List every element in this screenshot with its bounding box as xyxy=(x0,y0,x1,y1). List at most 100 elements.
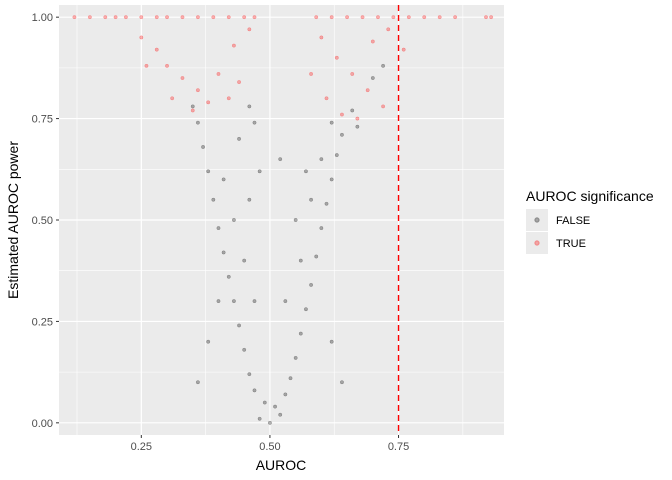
x-tick-label: 0.25 xyxy=(131,441,152,453)
y-axis-title: Estimated AUROC power xyxy=(5,141,21,299)
data-point xyxy=(340,132,344,137)
data-point xyxy=(180,15,185,20)
data-point xyxy=(252,388,257,393)
series-false xyxy=(190,63,386,425)
data-point xyxy=(195,15,200,20)
data-point xyxy=(226,15,231,20)
data-point xyxy=(237,80,242,85)
data-point xyxy=(139,35,144,40)
data-point xyxy=(206,100,211,105)
data-point xyxy=(319,35,324,40)
data-point xyxy=(195,380,200,385)
legend: AUROC significance FALSE TRUE xyxy=(526,188,654,254)
data-point xyxy=(237,323,242,328)
data-point xyxy=(293,355,298,360)
data-point xyxy=(324,96,329,101)
y-tick-label: 0.75 xyxy=(32,114,53,126)
data-point xyxy=(350,72,355,76)
data-point xyxy=(324,201,329,206)
data-point xyxy=(221,250,226,255)
data-point xyxy=(247,197,252,202)
data-point xyxy=(329,339,334,344)
data-point xyxy=(206,169,211,174)
data-point xyxy=(314,254,319,259)
data-point xyxy=(365,88,370,93)
data-point xyxy=(237,136,242,141)
data-point xyxy=(231,299,236,304)
data-point xyxy=(226,274,231,279)
data-point xyxy=(391,15,396,20)
data-point xyxy=(422,15,427,20)
data-point xyxy=(355,124,360,129)
data-point xyxy=(165,63,169,68)
data-point xyxy=(216,72,221,76)
data-point xyxy=(278,412,283,417)
data-point xyxy=(293,218,298,222)
data-point xyxy=(298,258,303,263)
data-point xyxy=(257,416,262,421)
data-point xyxy=(257,169,262,174)
data-point xyxy=(247,27,252,32)
data-point xyxy=(273,404,278,409)
data-point xyxy=(190,108,195,113)
data-point xyxy=(242,347,247,352)
data-point xyxy=(319,226,324,231)
data-point xyxy=(314,15,319,20)
data-point xyxy=(231,43,236,48)
data-point xyxy=(360,15,365,20)
data-point xyxy=(303,169,308,174)
legend-swatch-true xyxy=(534,240,540,246)
data-point xyxy=(381,63,386,68)
data-point xyxy=(144,63,149,68)
data-point xyxy=(370,39,375,44)
data-point xyxy=(113,15,118,20)
data-point xyxy=(355,116,360,121)
x-tick-label: 0.50 xyxy=(259,441,280,453)
data-point xyxy=(201,145,206,149)
data-point xyxy=(252,15,257,20)
data-point xyxy=(484,15,488,20)
data-point xyxy=(242,15,247,20)
data-point xyxy=(211,15,216,20)
data-point xyxy=(206,339,211,344)
data-point xyxy=(154,15,159,20)
data-point xyxy=(247,372,252,377)
data-point xyxy=(437,15,442,20)
data-point xyxy=(309,197,314,202)
data-point xyxy=(376,15,380,20)
data-point xyxy=(406,15,411,20)
data-point xyxy=(180,76,185,80)
data-point xyxy=(195,88,200,93)
data-point xyxy=(247,104,252,109)
data-point xyxy=(334,153,339,158)
data-points xyxy=(72,15,494,425)
data-point xyxy=(489,15,494,20)
data-point xyxy=(288,376,293,381)
data-point xyxy=(231,218,236,222)
data-point xyxy=(370,76,375,80)
data-point xyxy=(221,177,226,182)
data-point xyxy=(216,226,221,231)
data-point xyxy=(72,15,77,20)
y-tick-label: 1.00 xyxy=(32,12,53,24)
y-tick-label: 0.25 xyxy=(32,316,53,328)
data-point xyxy=(262,400,267,405)
legend-label-false: FALSE xyxy=(556,215,590,227)
legend-label-true: TRUE xyxy=(556,238,586,250)
data-point xyxy=(283,392,288,397)
data-point xyxy=(340,112,344,117)
data-point xyxy=(154,47,159,52)
series-true xyxy=(72,15,494,121)
data-point xyxy=(190,104,195,109)
data-point xyxy=(303,307,308,312)
x-axis-title: AUROC xyxy=(256,457,307,473)
x-tick-label: 0.75 xyxy=(388,441,409,453)
data-point xyxy=(309,72,314,76)
y-tick-label: 0.00 xyxy=(32,418,53,430)
data-point xyxy=(283,299,288,304)
data-point xyxy=(329,15,334,20)
data-point xyxy=(267,420,272,425)
data-point xyxy=(345,15,350,20)
y-tick-label: 0.50 xyxy=(32,215,53,227)
